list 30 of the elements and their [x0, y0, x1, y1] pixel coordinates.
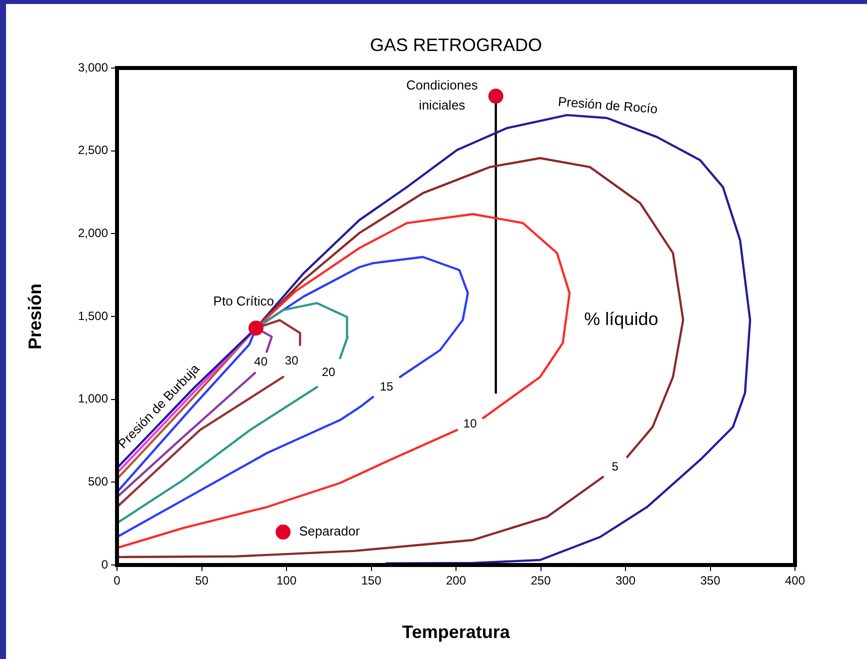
y-tick-label: 2,000: [78, 226, 108, 240]
x-tick-label: 300: [615, 574, 636, 588]
series-label: 15: [380, 379, 394, 394]
y-tick-label: 0: [101, 557, 108, 572]
x-tick-label: 400: [784, 574, 806, 588]
annotation: % líquido: [584, 308, 658, 329]
annotation: Separador: [299, 524, 360, 539]
x-tick-label: 350: [700, 574, 721, 588]
series-label: 5: [612, 459, 619, 474]
y-tick-label: 1,000: [78, 392, 108, 406]
y-axis-title: Presión: [24, 283, 45, 350]
series-label: 20: [322, 364, 336, 379]
x-tick-label: 250: [530, 574, 552, 588]
series-label: 10: [463, 416, 478, 430]
y-tick-label: 3,000: [78, 60, 108, 74]
y-tick-label: 2,500: [78, 143, 108, 158]
x-tick-label: 0: [114, 574, 121, 588]
annotation: Presión de Rocío: [558, 94, 658, 116]
y-tick-label: 500: [88, 474, 108, 488]
series-label: 30: [284, 353, 299, 368]
chart-title: GAS RETROGRADO: [370, 34, 542, 55]
x-tick-label: 50: [195, 574, 209, 588]
series-label: 40: [254, 354, 268, 369]
x-tick-label: 150: [361, 574, 382, 588]
x-tick-label: 200: [446, 574, 466, 588]
annotation: Pto Crítico: [213, 294, 274, 309]
annotation: Condiciones iniciales: [406, 78, 478, 113]
x-tick-label: 100: [276, 574, 297, 588]
y-tick-label: 1,500: [78, 308, 108, 323]
x-axis-title: Temperatura: [402, 622, 511, 642]
